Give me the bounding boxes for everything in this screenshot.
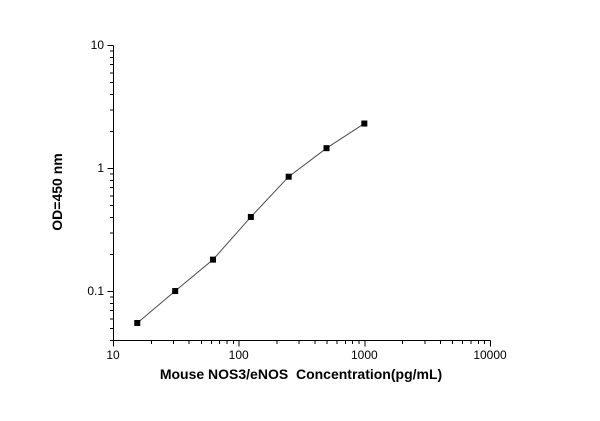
data-point-marker: [210, 256, 217, 263]
data-point-marker: [285, 173, 292, 180]
series-line: [136, 123, 365, 324]
x-tick-label: 10: [106, 348, 120, 362]
x-tick-label: 1000: [351, 348, 378, 362]
data-point-marker: [172, 288, 179, 295]
data-point-marker: [323, 145, 330, 152]
y-tick-label: 10: [91, 38, 105, 52]
x-tick-label: 10000: [473, 348, 507, 362]
x-axis-title: Mouse NOS3/eNOS Concentration(pg/mL): [159, 366, 443, 382]
tick-labels: 10 100 1000 10000 0.1 1 10: [87, 38, 507, 362]
axes: [113, 45, 491, 341]
y-tick-label: 0.1: [87, 284, 104, 298]
axis-ticks: [107, 45, 491, 347]
x-tick-label: 100: [229, 348, 249, 362]
data-point-marker: [247, 213, 254, 220]
standard-curve-series: [134, 120, 368, 326]
data-point-marker: [361, 120, 368, 127]
y-tick-label: 1: [97, 161, 104, 175]
y-axis-title: OD=450 nm: [49, 153, 65, 231]
data-point-marker: [134, 319, 141, 326]
